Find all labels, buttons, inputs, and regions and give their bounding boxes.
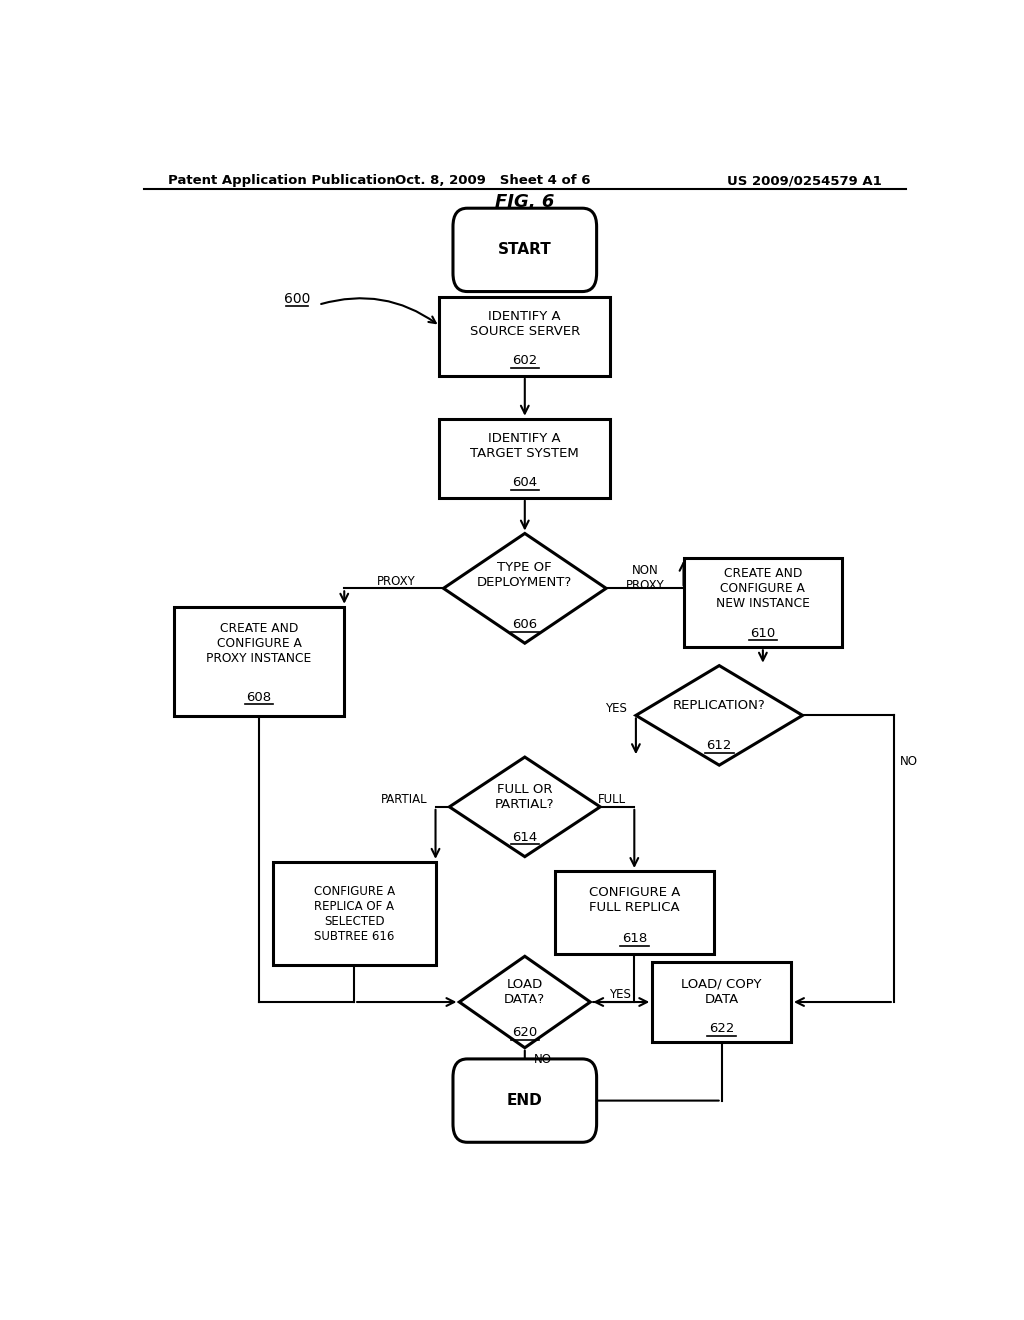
- Text: 600: 600: [284, 292, 310, 306]
- Text: YES: YES: [609, 989, 632, 1002]
- FancyBboxPatch shape: [453, 209, 597, 292]
- Text: LOAD
DATA?: LOAD DATA?: [504, 978, 546, 1006]
- Text: FULL: FULL: [598, 793, 626, 807]
- Polygon shape: [460, 956, 590, 1048]
- Text: 622: 622: [709, 1022, 734, 1035]
- Polygon shape: [636, 665, 803, 766]
- Text: TYPE OF
DEPLOYMENT?: TYPE OF DEPLOYMENT?: [477, 561, 572, 589]
- Polygon shape: [450, 758, 600, 857]
- Text: END: END: [507, 1093, 543, 1107]
- Text: FULL OR
PARTIAL?: FULL OR PARTIAL?: [495, 783, 555, 810]
- Text: 606: 606: [512, 619, 538, 631]
- Text: 614: 614: [512, 830, 538, 843]
- Text: 618: 618: [622, 932, 647, 945]
- Text: CREATE AND
CONFIGURE A
PROXY INSTANCE: CREATE AND CONFIGURE A PROXY INSTANCE: [206, 622, 311, 665]
- Text: CREATE AND
CONFIGURE A
NEW INSTANCE: CREATE AND CONFIGURE A NEW INSTANCE: [716, 566, 810, 610]
- Text: Patent Application Publication: Patent Application Publication: [168, 174, 395, 187]
- Text: LOAD/ COPY
DATA: LOAD/ COPY DATA: [681, 978, 762, 1006]
- Text: US 2009/0254579 A1: US 2009/0254579 A1: [727, 174, 882, 187]
- Text: FIG. 6: FIG. 6: [496, 193, 554, 211]
- Text: 620: 620: [512, 1026, 538, 1039]
- Text: 602: 602: [512, 354, 538, 367]
- Text: Oct. 8, 2009   Sheet 4 of 6: Oct. 8, 2009 Sheet 4 of 6: [395, 174, 591, 187]
- Text: NO: NO: [535, 1053, 552, 1067]
- Text: CONFIGURE A
FULL REPLICA: CONFIGURE A FULL REPLICA: [589, 886, 680, 915]
- Text: PROXY: PROXY: [377, 574, 416, 587]
- Text: 612: 612: [707, 739, 732, 752]
- Bar: [439, 297, 610, 376]
- Text: NO: NO: [900, 755, 919, 768]
- Text: YES: YES: [605, 702, 627, 714]
- Bar: [684, 558, 843, 647]
- Text: IDENTIFY A
SOURCE SERVER: IDENTIFY A SOURCE SERVER: [470, 310, 580, 338]
- Bar: [439, 418, 610, 498]
- Text: 610: 610: [751, 627, 775, 640]
- Bar: [555, 871, 714, 954]
- Text: START: START: [498, 243, 552, 257]
- Bar: [272, 862, 435, 965]
- FancyBboxPatch shape: [453, 1059, 597, 1142]
- Bar: [652, 962, 792, 1041]
- Text: PARTIAL: PARTIAL: [381, 793, 427, 807]
- Text: CONFIGURE A
REPLICA OF A
SELECTED
SUBTREE 616: CONFIGURE A REPLICA OF A SELECTED SUBTRE…: [313, 884, 394, 942]
- Text: NON
PROXY: NON PROXY: [626, 564, 665, 593]
- Polygon shape: [443, 533, 606, 643]
- Text: 604: 604: [512, 477, 538, 490]
- Bar: [174, 607, 344, 717]
- Text: REPLICATION?: REPLICATION?: [673, 698, 766, 711]
- Text: IDENTIFY A
TARGET SYSTEM: IDENTIFY A TARGET SYSTEM: [470, 432, 580, 461]
- Text: 608: 608: [247, 690, 271, 704]
